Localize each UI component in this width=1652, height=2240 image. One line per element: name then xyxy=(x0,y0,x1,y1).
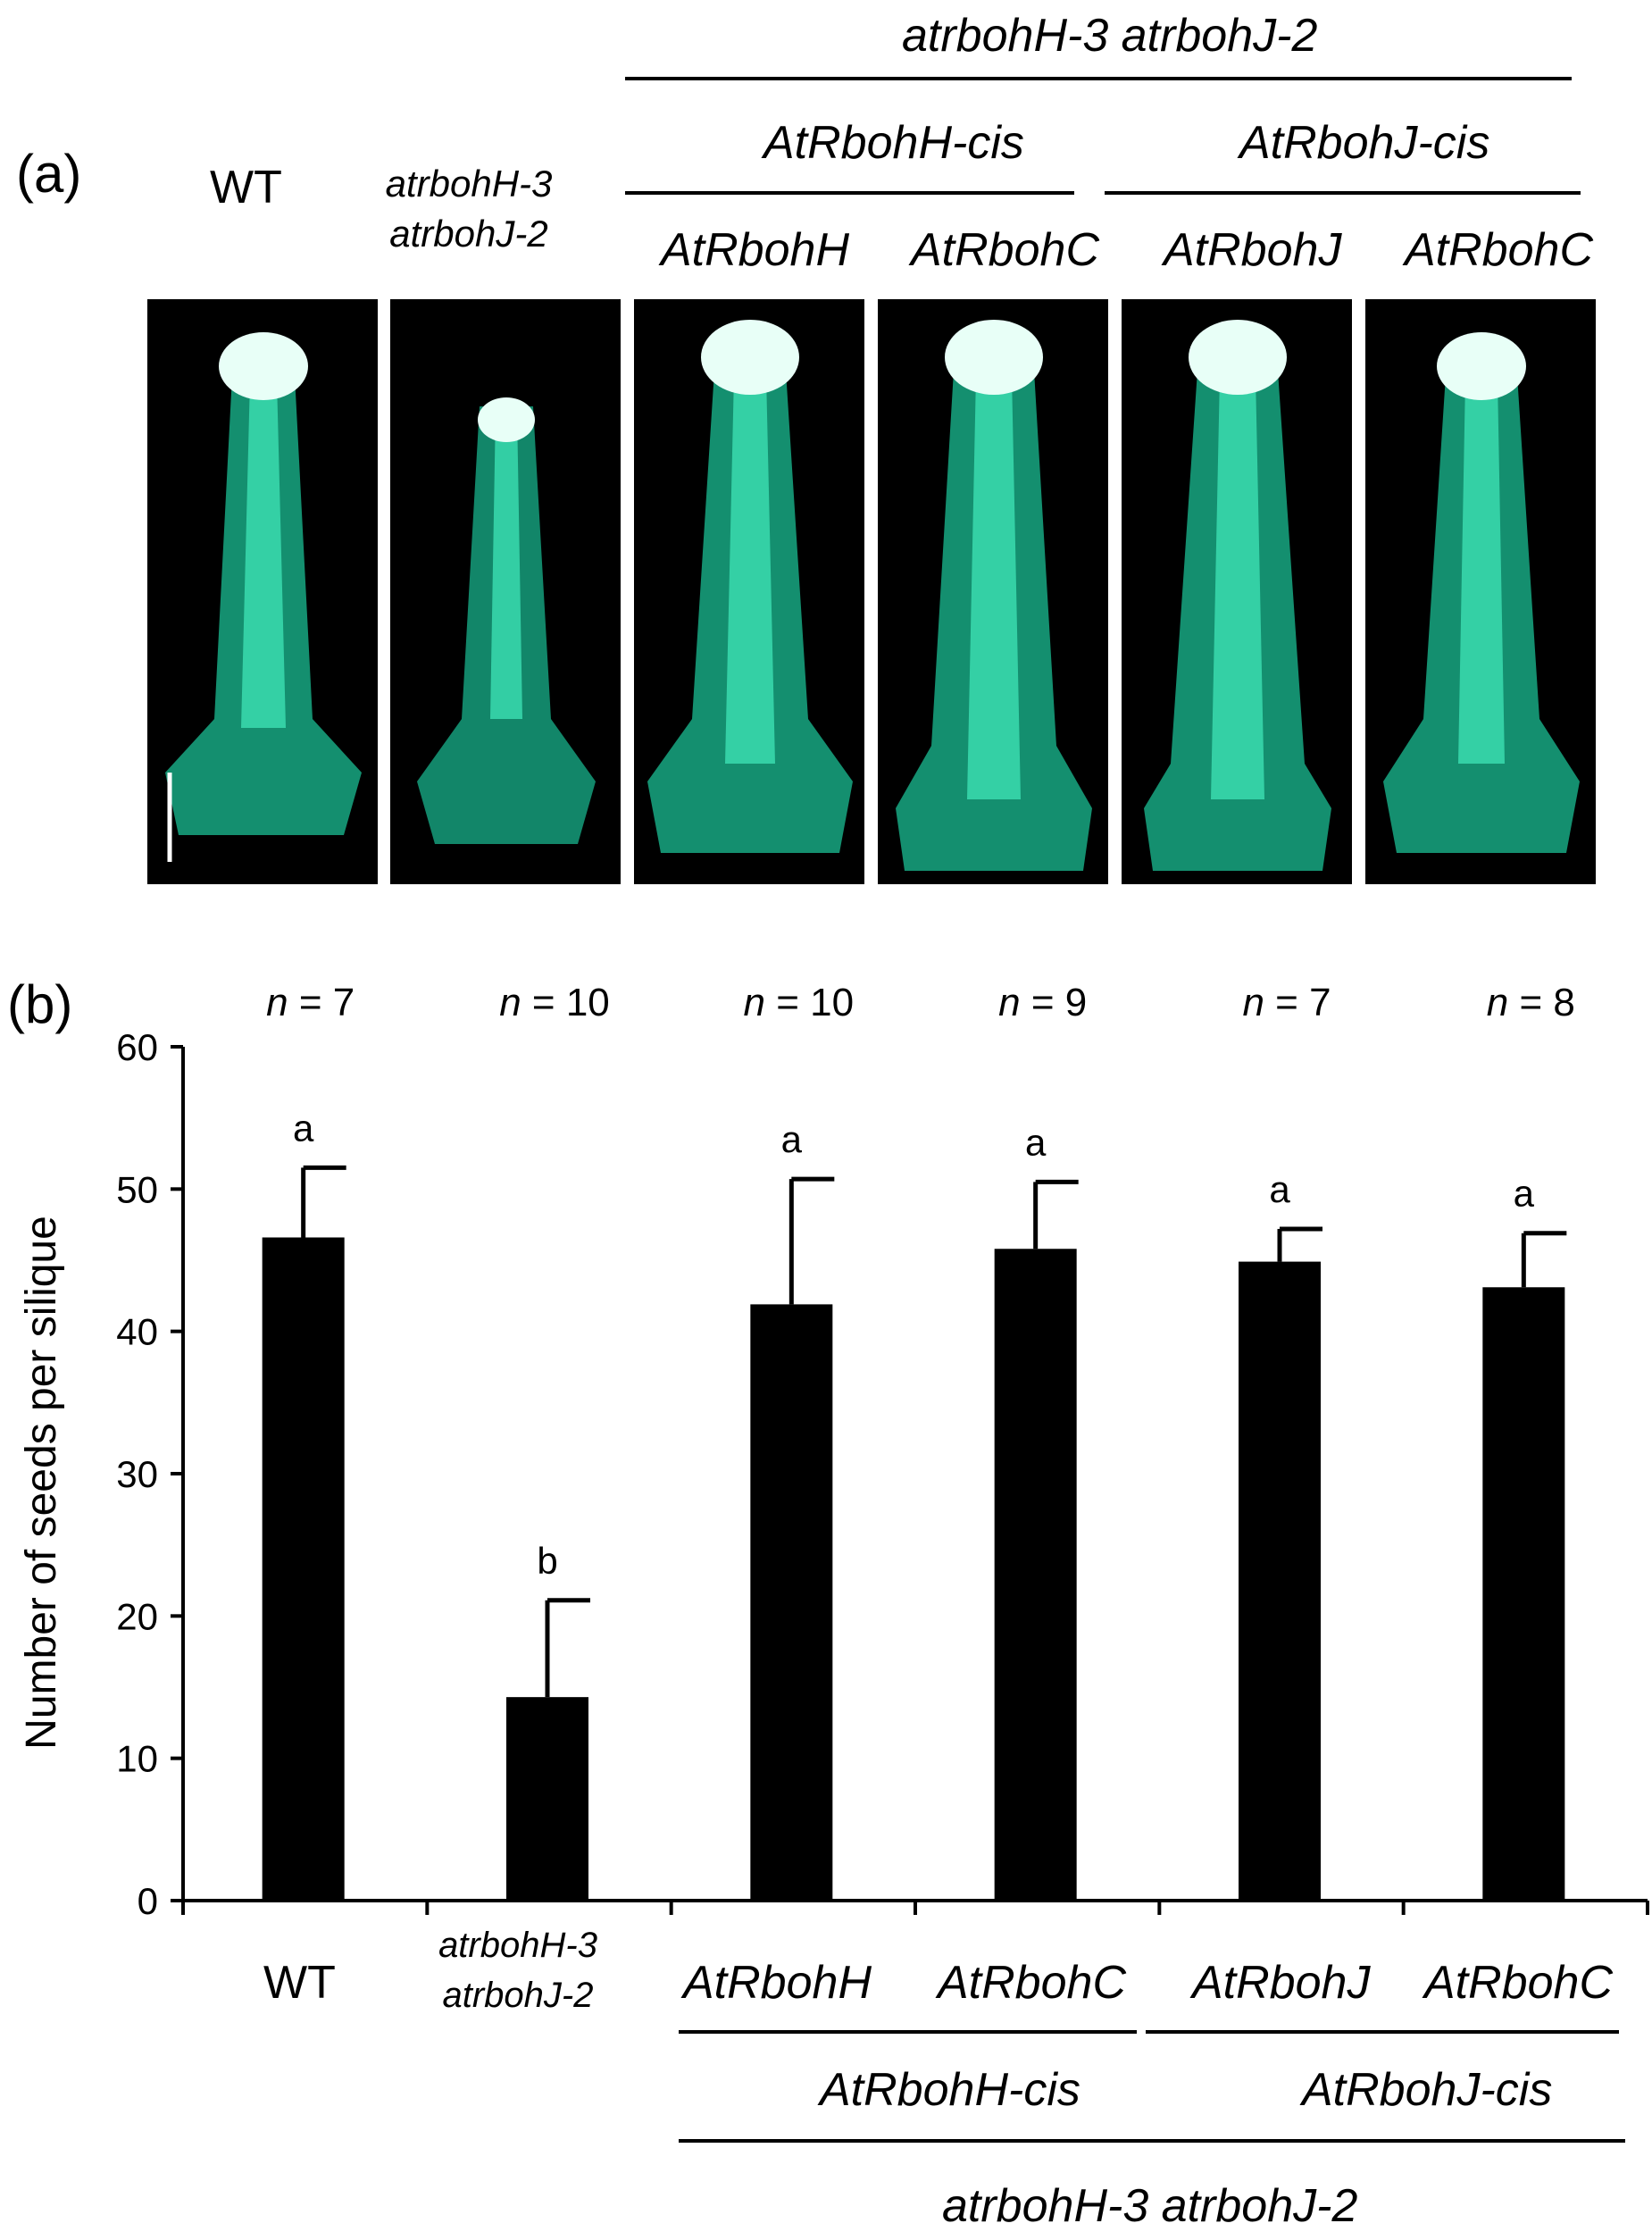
y-tick-label: 10 xyxy=(116,1738,158,1780)
pistil-image-rbohc-1 xyxy=(878,299,1108,884)
y-tick-label: 60 xyxy=(116,1026,158,1068)
pistil-image-rbohh xyxy=(634,299,864,884)
y-tick-label: 0 xyxy=(138,1880,158,1922)
bar xyxy=(750,1304,833,1901)
pistil-image-rbohj xyxy=(1122,299,1352,884)
column-label-rbohc-1: AtRbohC xyxy=(911,224,1099,276)
x-bottom-group-label: atrbohH-3 atrbohJ-2 xyxy=(942,2180,1358,2232)
x-label-rbohc-2: AtRbohC xyxy=(1424,1957,1613,2009)
significance-letter: a xyxy=(1269,1168,1290,1210)
n-label: n = 9 xyxy=(998,981,1087,1024)
top-group-rule xyxy=(625,77,1572,80)
x-label-rbohc-1: AtRbohC xyxy=(938,1957,1126,2009)
x-subgroup-rule-h-cis xyxy=(679,2030,1137,2034)
y-tick-label: 50 xyxy=(116,1168,158,1210)
subgroup-label-h-cis: AtRbohH-cis xyxy=(763,117,1024,169)
y-tick-label: 40 xyxy=(116,1311,158,1353)
x-label-mutant-line1: atrbohH-3 xyxy=(438,1926,597,1965)
axes: 0 10 20 30 40 50 60 xyxy=(116,1026,1649,1922)
column-label-rbohh: AtRbohH xyxy=(661,224,849,276)
column-label-mutant: atrbohH-3 atrbohJ-2 xyxy=(371,159,567,259)
column-label-rbohj: AtRbohJ xyxy=(1164,224,1342,276)
y-tick-label: 20 xyxy=(116,1595,158,1637)
n-label: n = 7 xyxy=(1242,981,1331,1024)
bar xyxy=(1482,1287,1565,1901)
n-label: n = 7 xyxy=(266,981,355,1024)
x-subgroup-label-j-cis: AtRbohJ-cis xyxy=(1302,2064,1553,2116)
y-axis-label: Number of seeds per silique xyxy=(18,1216,65,1750)
subgroup-label-j-cis: AtRbohJ-cis xyxy=(1239,117,1490,169)
n-label: n = 10 xyxy=(744,981,855,1024)
x-label-mutant-line2: atrbohJ-2 xyxy=(442,1976,594,2015)
panel-a-label: (a) xyxy=(16,144,82,204)
y-tick-label: 30 xyxy=(116,1453,158,1495)
n-label: n = 8 xyxy=(1487,981,1575,1024)
bar xyxy=(1239,1261,1321,1901)
pistil-image-mutant xyxy=(390,299,621,884)
significance-letter: a xyxy=(1514,1173,1535,1215)
x-label-wt: WT xyxy=(263,1957,336,2009)
bar xyxy=(506,1697,588,1901)
x-label-rbohh: AtRbohH xyxy=(683,1957,872,2009)
x-subgroup-rule-j-cis xyxy=(1146,2030,1619,2034)
x-subgroup-label-h-cis: AtRbohH-cis xyxy=(820,2064,1080,2116)
x-bottom-group-rule xyxy=(679,2139,1625,2143)
bar-chart: (b) Number of seeds per silique 0 10 20 30 4… xyxy=(7,974,1649,1922)
pistil-image-wt xyxy=(147,299,378,884)
column-label-mutant-line1: atrbohH-3 xyxy=(385,163,553,205)
bar xyxy=(994,1249,1077,1901)
bars: a b a a a a xyxy=(262,1107,1567,1901)
x-label-mutant: atrbohH-3 atrbohJ-2 xyxy=(411,1920,625,2020)
subgroup-rule-h-cis xyxy=(625,191,1074,195)
significance-letter: a xyxy=(293,1107,314,1149)
n-label: n = 10 xyxy=(499,981,610,1024)
subgroup-rule-j-cis xyxy=(1105,191,1581,195)
bar xyxy=(262,1237,345,1901)
column-label-mutant-line2: atrbohJ-2 xyxy=(389,213,548,255)
significance-letter: b xyxy=(537,1540,557,1582)
x-labels: n = 7 n = 10 n = 10 n = 9 n = 7 n = 8 xyxy=(266,981,1575,1024)
significance-letter: a xyxy=(781,1118,803,1160)
top-group-label: atrbohH-3 atrbohJ-2 xyxy=(902,10,1318,62)
panel-b-label: (b) xyxy=(7,974,72,1034)
column-label-rbohc-2: AtRbohC xyxy=(1405,224,1593,276)
pistil-image-rbohc-2 xyxy=(1365,299,1596,884)
significance-letter: a xyxy=(1025,1121,1047,1163)
x-label-rbohj: AtRbohJ xyxy=(1192,1957,1371,2009)
column-label-wt: WT xyxy=(210,162,282,213)
